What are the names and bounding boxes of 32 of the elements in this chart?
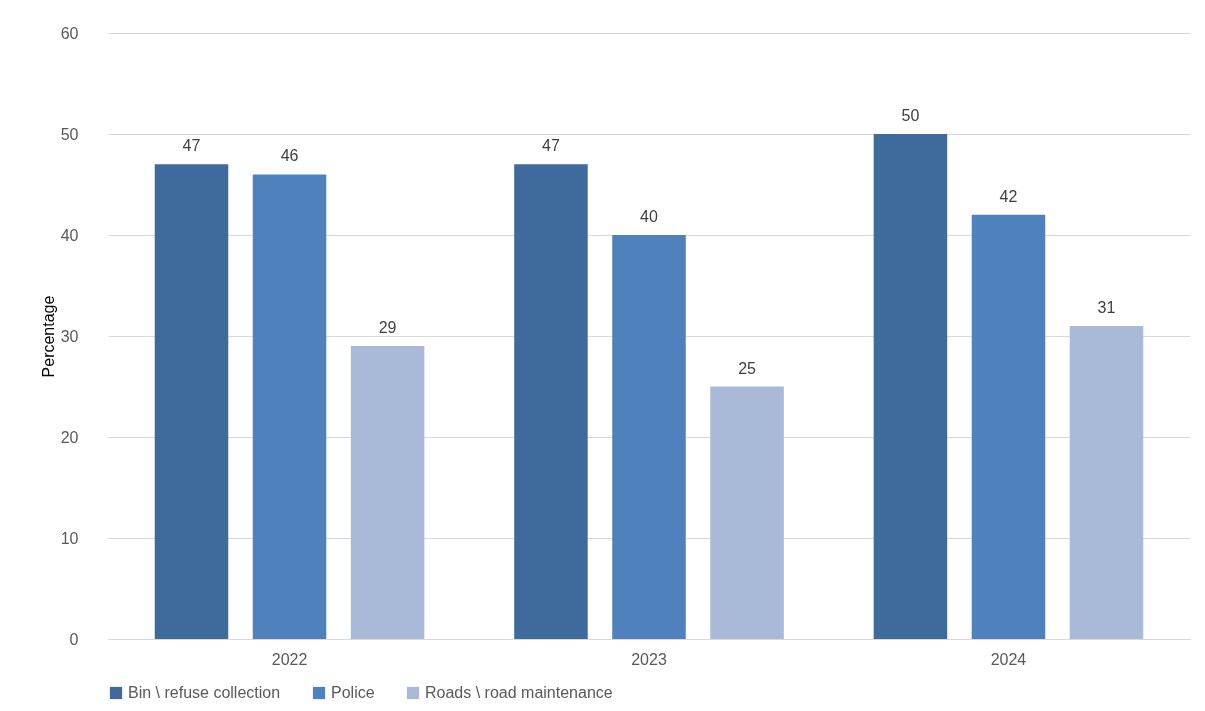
- data-label: 25: [738, 359, 757, 377]
- x-tick-label: 2023: [631, 650, 667, 668]
- legend-label: Police: [331, 684, 375, 701]
- bar: [1069, 325, 1144, 639]
- x-tick-label: 2022: [271, 650, 308, 668]
- data-label: 47: [542, 137, 560, 155]
- bar: [252, 174, 327, 639]
- bar: [971, 214, 1046, 639]
- bar: [514, 164, 588, 639]
- data-label: 29: [378, 319, 397, 337]
- y-tick-label: 30: [60, 327, 79, 345]
- y-tick-label: 40: [60, 226, 79, 244]
- bar: [154, 164, 229, 639]
- data-label: 40: [640, 208, 658, 225]
- bar: [710, 386, 784, 639]
- data-label: 47: [182, 137, 201, 155]
- y-tick-label: 20: [60, 428, 79, 446]
- legend-label: Roads \ road maintenance: [425, 684, 613, 701]
- y-tick-label: 50: [60, 125, 79, 143]
- bar: [612, 235, 686, 639]
- data-label: 46: [280, 147, 299, 165]
- data-label: 31: [1097, 298, 1116, 316]
- y-axis-title: Percentage: [39, 295, 57, 378]
- bar: [350, 346, 425, 639]
- legend-label: Bin \ refuse collection: [128, 684, 281, 701]
- data-label: 50: [901, 107, 920, 124]
- y-tick-label: 10: [60, 529, 79, 547]
- data-label: 42: [999, 187, 1018, 205]
- bar: [873, 134, 948, 639]
- y-tick-label: 60: [60, 24, 79, 42]
- x-tick-label: 2024: [990, 650, 1027, 668]
- y-tick-label: 0: [69, 630, 79, 648]
